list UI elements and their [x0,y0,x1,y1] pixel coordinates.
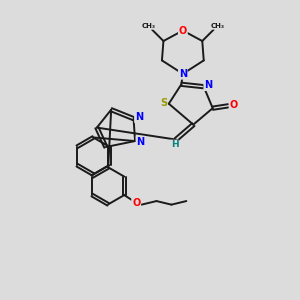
Text: N: N [136,136,145,147]
Text: N: N [179,69,187,79]
Text: H: H [171,140,178,149]
Text: CH₃: CH₃ [210,23,224,29]
Text: N: N [135,112,143,122]
Text: O: O [230,100,238,110]
Text: CH₃: CH₃ [142,23,155,29]
Text: N: N [204,80,212,90]
Text: S: S [160,98,167,108]
Text: O: O [132,198,140,208]
Text: O: O [179,26,187,36]
